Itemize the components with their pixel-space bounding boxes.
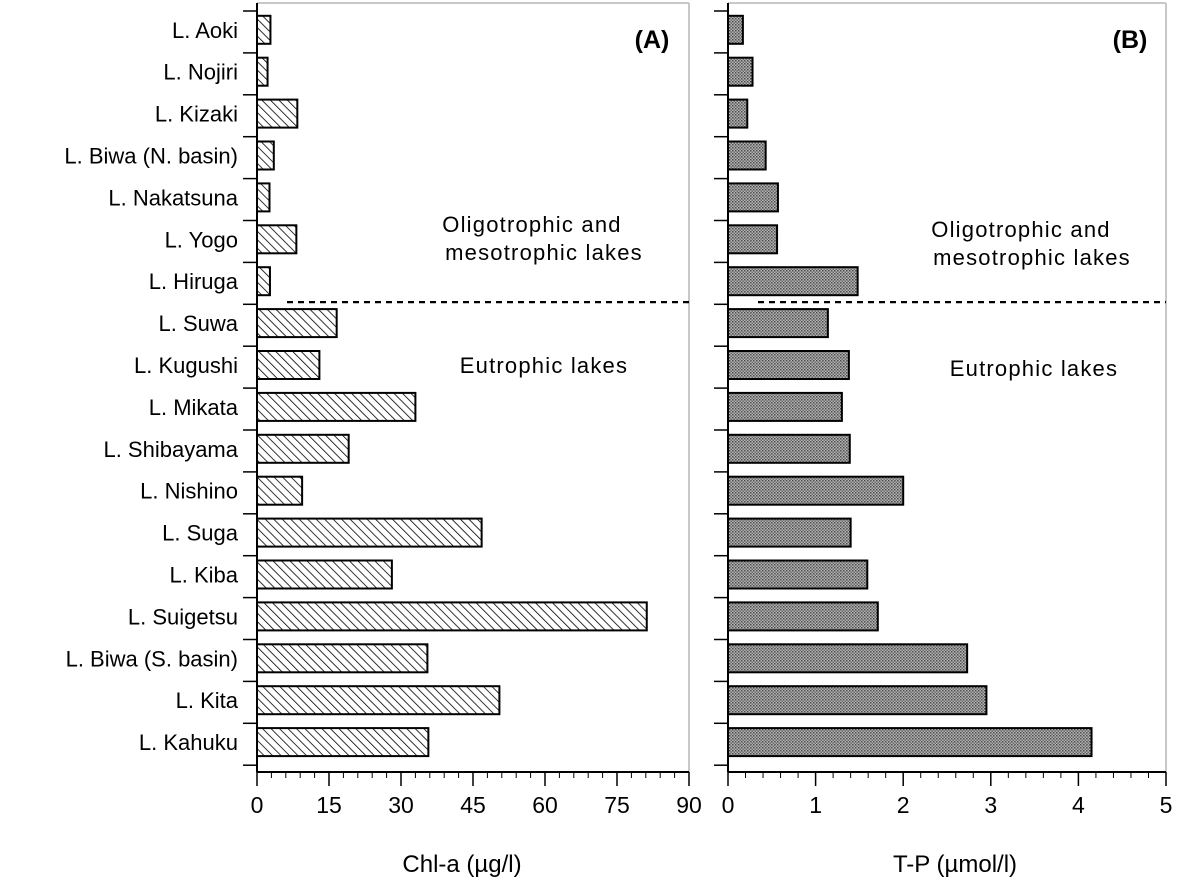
bar	[727, 308, 829, 339]
bar	[256, 475, 304, 506]
bar	[256, 224, 298, 255]
lake-label: L. Suigetsu	[128, 604, 238, 629]
lake-labels: L. Aoki L. Nojiri L. Kizaki L. Biwa (N. bas…	[64, 18, 238, 755]
x-tick-label: 2	[897, 792, 910, 818]
lake-label: L. Kahuku	[139, 730, 238, 755]
bar	[727, 56, 754, 87]
bar	[256, 308, 338, 339]
panel-a-oligo-line1: Oligotrophic and	[442, 212, 621, 237]
lake-label: L. Hiruga	[149, 269, 239, 294]
panel-a-label: (A)	[635, 26, 670, 54]
x-tick-label: 75	[604, 792, 630, 818]
bar	[256, 56, 269, 87]
bar	[256, 350, 321, 380]
bar	[256, 266, 271, 297]
bar	[727, 350, 850, 380]
bar	[727, 517, 852, 548]
bar	[256, 517, 483, 548]
bar	[727, 182, 779, 213]
bar	[727, 601, 879, 632]
bar	[727, 98, 749, 129]
x-tick-label: 15	[316, 792, 342, 818]
bar	[727, 14, 744, 45]
lake-label: L. Yogo	[165, 227, 238, 252]
lake-label: L. Kita	[176, 688, 239, 713]
bar	[727, 559, 869, 590]
panel-a-oligo-line2: mesotrophic lakes	[445, 240, 643, 265]
panel-b-t-p: 0 1 2 3 4 5 (B) Oligotrophic and mesotrophic …	[714, 2, 1173, 878]
lake-label: L. Suwa	[159, 311, 239, 336]
panel-b-x-axis-title: T-P (µmol/l)	[893, 851, 1017, 878]
lake-label: L. Mikata	[149, 395, 239, 420]
lake-label: L. Nishino	[140, 479, 238, 504]
lake-label: L. Kiba	[170, 563, 239, 588]
bar	[727, 266, 859, 297]
bar	[256, 140, 275, 171]
x-tick-label: 0	[722, 792, 735, 818]
bar	[256, 98, 299, 129]
bar	[727, 433, 851, 464]
bar	[727, 475, 905, 506]
bar	[256, 643, 429, 674]
panel-b-eutrophic-label: Eutrophic lakes	[950, 356, 1118, 381]
x-tick-label: 60	[532, 792, 558, 818]
lake-label: L. Biwa (N. basin)	[64, 144, 238, 169]
lake-label: L. Aoki	[172, 18, 238, 43]
panel-a-x-axis-title: Chl-a (µg/l)	[402, 851, 521, 878]
lake-label: L. Nakatsuna	[108, 185, 238, 210]
x-tick-label: 1	[809, 792, 822, 818]
bar	[256, 559, 393, 590]
lake-label: L. Kugushi	[134, 353, 238, 378]
panel-b-label: (B)	[1113, 26, 1148, 54]
bar	[727, 140, 767, 171]
x-tick-label: 5	[1160, 792, 1173, 818]
bar	[727, 224, 779, 255]
bar	[256, 685, 501, 716]
lake-label: L. Nojiri	[163, 60, 238, 85]
x-tick-label: 3	[984, 792, 997, 818]
x-tick-label: 45	[460, 792, 486, 818]
panel-b-oligo-line1: Oligotrophic and	[931, 217, 1110, 242]
lake-label: L. Kizaki	[155, 102, 238, 127]
lake-label: L. Biwa (S. basin)	[66, 646, 238, 671]
x-tick-label: 90	[676, 792, 702, 818]
bar	[727, 727, 1093, 758]
panel-a-chl-a: 0 15 30 45 60 75 90 (A) Oligotrophic and mesot…	[243, 2, 702, 878]
panel-a-eutrophic-label: Eutrophic lakes	[460, 353, 628, 378]
x-tick-label: 4	[1072, 792, 1085, 818]
x-tick-label: 0	[251, 792, 264, 818]
bar	[256, 391, 417, 422]
lake-label: L. Suga	[162, 521, 239, 546]
bar	[256, 433, 350, 464]
bar	[727, 391, 843, 422]
lake-label: L. Shibayama	[103, 437, 238, 462]
bar	[256, 601, 648, 632]
bar	[256, 727, 430, 758]
bar	[256, 14, 272, 45]
bar	[727, 643, 969, 674]
bar	[727, 685, 988, 716]
x-tick-label: 30	[388, 792, 414, 818]
panel-b-oligo-line2: mesotrophic lakes	[933, 245, 1131, 270]
bar	[256, 182, 271, 213]
